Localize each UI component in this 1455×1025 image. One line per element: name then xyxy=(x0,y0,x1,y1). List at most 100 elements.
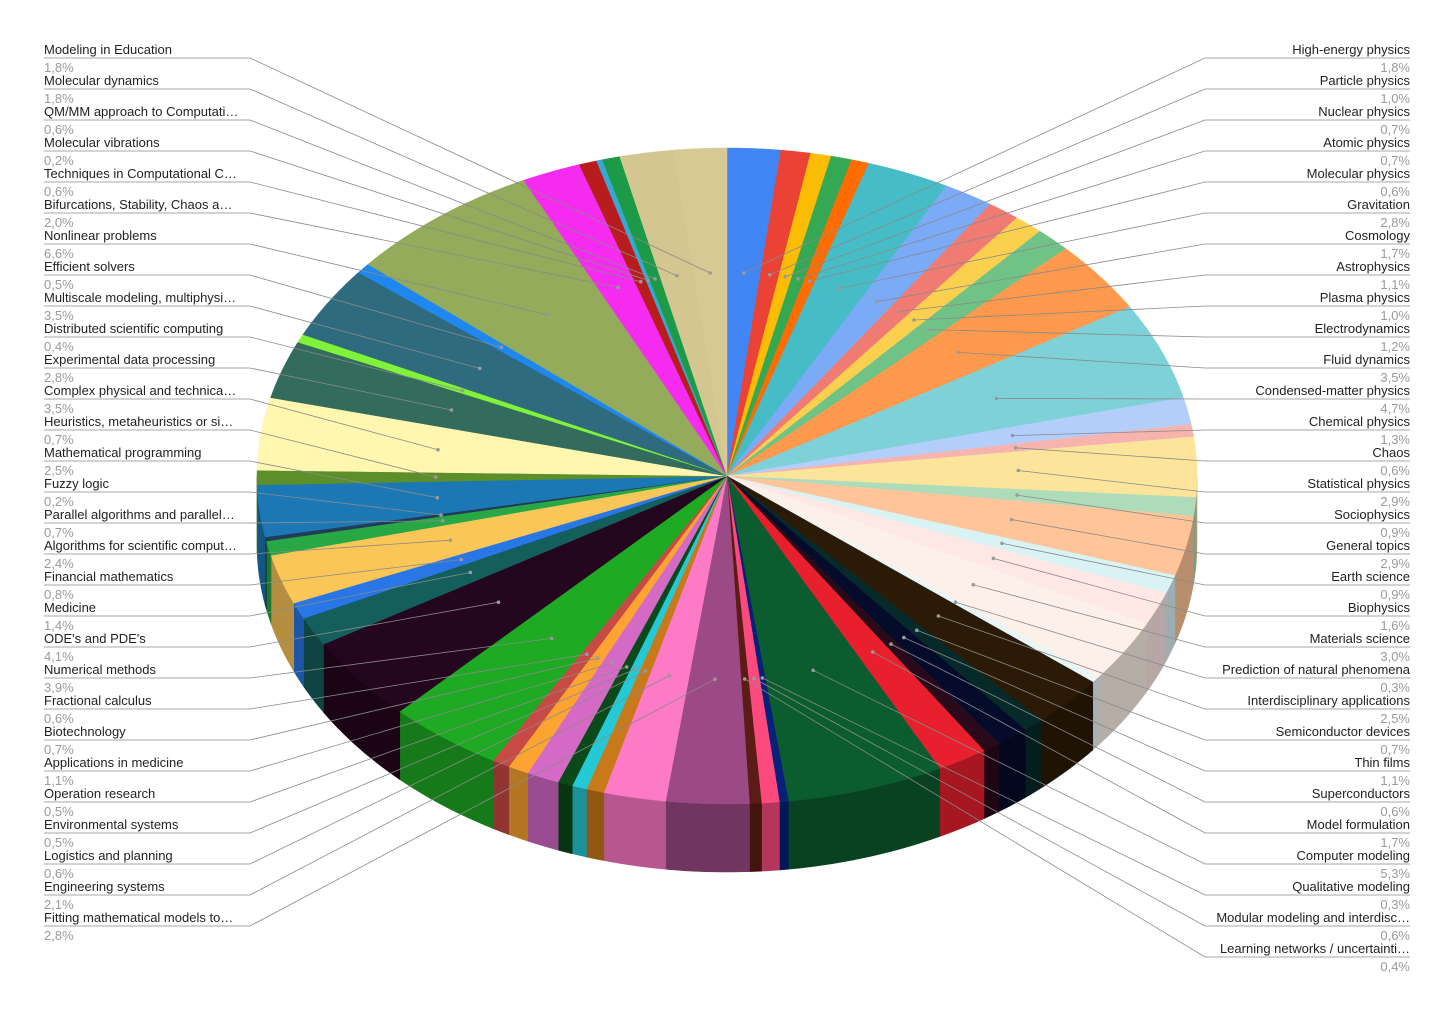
leader-dot xyxy=(448,538,453,542)
slice-value-label: 1,6% xyxy=(1380,618,1410,633)
leader-line xyxy=(913,305,1410,321)
slice-value-label: 1,8% xyxy=(44,60,74,75)
slice-label: Parallel algorithms and parallel… xyxy=(44,507,235,522)
leader-line xyxy=(44,657,598,741)
leader-line xyxy=(44,666,627,803)
slice-side xyxy=(603,792,666,870)
slice-value-label: 0,6% xyxy=(1380,928,1410,943)
leader-dot xyxy=(915,628,919,633)
leader-dot xyxy=(811,668,815,673)
slice-label: Learning networks / uncertainti… xyxy=(1220,941,1410,956)
leader-line xyxy=(872,651,1410,834)
slice-label: Chaos xyxy=(1372,445,1410,460)
leader-dot xyxy=(478,366,482,371)
slice-value-label: 0,6% xyxy=(44,122,74,137)
slice-value-label: 0,4% xyxy=(1380,959,1410,974)
leader-dot xyxy=(667,673,672,678)
slice-value-label: 0,8% xyxy=(44,587,74,602)
slice-label: Interdisciplinary applications xyxy=(1247,693,1410,708)
slice-value-label: 2,8% xyxy=(44,928,74,943)
slice-side xyxy=(492,760,510,835)
leader-line xyxy=(916,629,1410,741)
leader-line xyxy=(958,352,1410,369)
slice-label: ODE's and PDE's xyxy=(44,631,146,646)
leader-dot xyxy=(1015,493,1019,497)
slice-label: Cosmology xyxy=(1345,228,1411,243)
leader-line xyxy=(44,670,646,865)
slice-label: Atomic physics xyxy=(1323,135,1410,150)
slice-value-label: 0,7% xyxy=(44,525,74,540)
slice-label: Fractional calculus xyxy=(44,693,152,708)
leader-line xyxy=(44,491,442,516)
leader-dot xyxy=(994,396,999,401)
slice-value-label: 3,5% xyxy=(44,401,74,416)
slice-label: Model formulation xyxy=(1307,817,1410,832)
leader-dot xyxy=(767,273,772,277)
slice-label: Logistics and planning xyxy=(44,848,173,863)
slice-side xyxy=(586,788,605,861)
slice-value-label: 1,7% xyxy=(1380,246,1410,261)
slice-side xyxy=(1092,676,1099,751)
leader-line xyxy=(929,329,1410,338)
leader-line xyxy=(44,539,451,555)
slice-value-label: 2,0% xyxy=(44,215,74,230)
pie-slice xyxy=(367,179,728,477)
leader-dot xyxy=(752,676,756,681)
leader-dot xyxy=(956,350,961,355)
leader-dot xyxy=(953,600,958,604)
slice-value-label: 1,0% xyxy=(1380,91,1410,106)
slice-label: General topics xyxy=(1326,538,1410,553)
slice-label: Molecular dynamics xyxy=(44,73,159,88)
slice-value-label: 2,8% xyxy=(1380,215,1410,230)
slice-value-label: 0,9% xyxy=(1380,587,1410,602)
slice-side xyxy=(557,781,573,855)
leader-dot xyxy=(646,278,650,283)
pie-slice xyxy=(672,147,728,477)
slice-value-label: 5,3% xyxy=(1380,866,1410,881)
leader-dot xyxy=(760,676,765,680)
slice-value-label: 0,6% xyxy=(44,711,74,726)
leader-line xyxy=(44,119,656,280)
slice-side xyxy=(749,802,762,872)
slice-value-label: 2,1% xyxy=(44,897,74,912)
slice-value-label: 4,7% xyxy=(1380,401,1410,416)
leader-dot xyxy=(460,388,465,393)
leader-line xyxy=(973,584,1410,648)
leader-line xyxy=(44,305,480,369)
leader-dot xyxy=(585,652,589,657)
slice-label: Numerical methods xyxy=(44,662,156,677)
slice-label: Engineering systems xyxy=(44,879,165,894)
slice-side xyxy=(983,743,1000,820)
leader-line xyxy=(753,678,1410,927)
slice-label: Sociophysics xyxy=(1334,507,1410,522)
leader-dot xyxy=(435,495,440,500)
slice-value-label: 0,6% xyxy=(44,184,74,199)
slice-side xyxy=(527,772,559,851)
pie-slice xyxy=(270,475,728,604)
pie-side-walls xyxy=(256,475,1198,873)
slice-label: Distributed scientific computing xyxy=(44,321,223,336)
leader-line xyxy=(44,429,436,478)
leader-line xyxy=(1017,494,1410,524)
leader-dot xyxy=(902,635,906,640)
slice-label: Computer modeling xyxy=(1297,848,1410,863)
slice-label: Earth science xyxy=(1331,569,1410,584)
leader-line xyxy=(762,677,1410,896)
leader-dot xyxy=(653,277,657,281)
slice-label: QM/MM approach to Computati… xyxy=(44,104,238,119)
slice-value-label: 0,5% xyxy=(44,835,74,850)
leader-line xyxy=(44,336,463,392)
slice-value-label: 2,5% xyxy=(1380,711,1410,726)
leader-line xyxy=(744,678,1410,958)
leader-line xyxy=(44,150,649,281)
slice-label: Nonlinear problems xyxy=(44,228,157,243)
slice-value-label: 6,6% xyxy=(44,246,74,261)
leader-dot xyxy=(616,285,620,290)
slice-label: Environmental systems xyxy=(44,817,179,832)
leader-line xyxy=(1015,447,1410,462)
leader-dot xyxy=(1013,446,1018,450)
leader-line xyxy=(44,367,452,411)
leader-line xyxy=(890,643,1410,803)
slice-label: Applications in medicine xyxy=(44,755,183,770)
slice-label: Qualitative modeling xyxy=(1292,879,1410,894)
